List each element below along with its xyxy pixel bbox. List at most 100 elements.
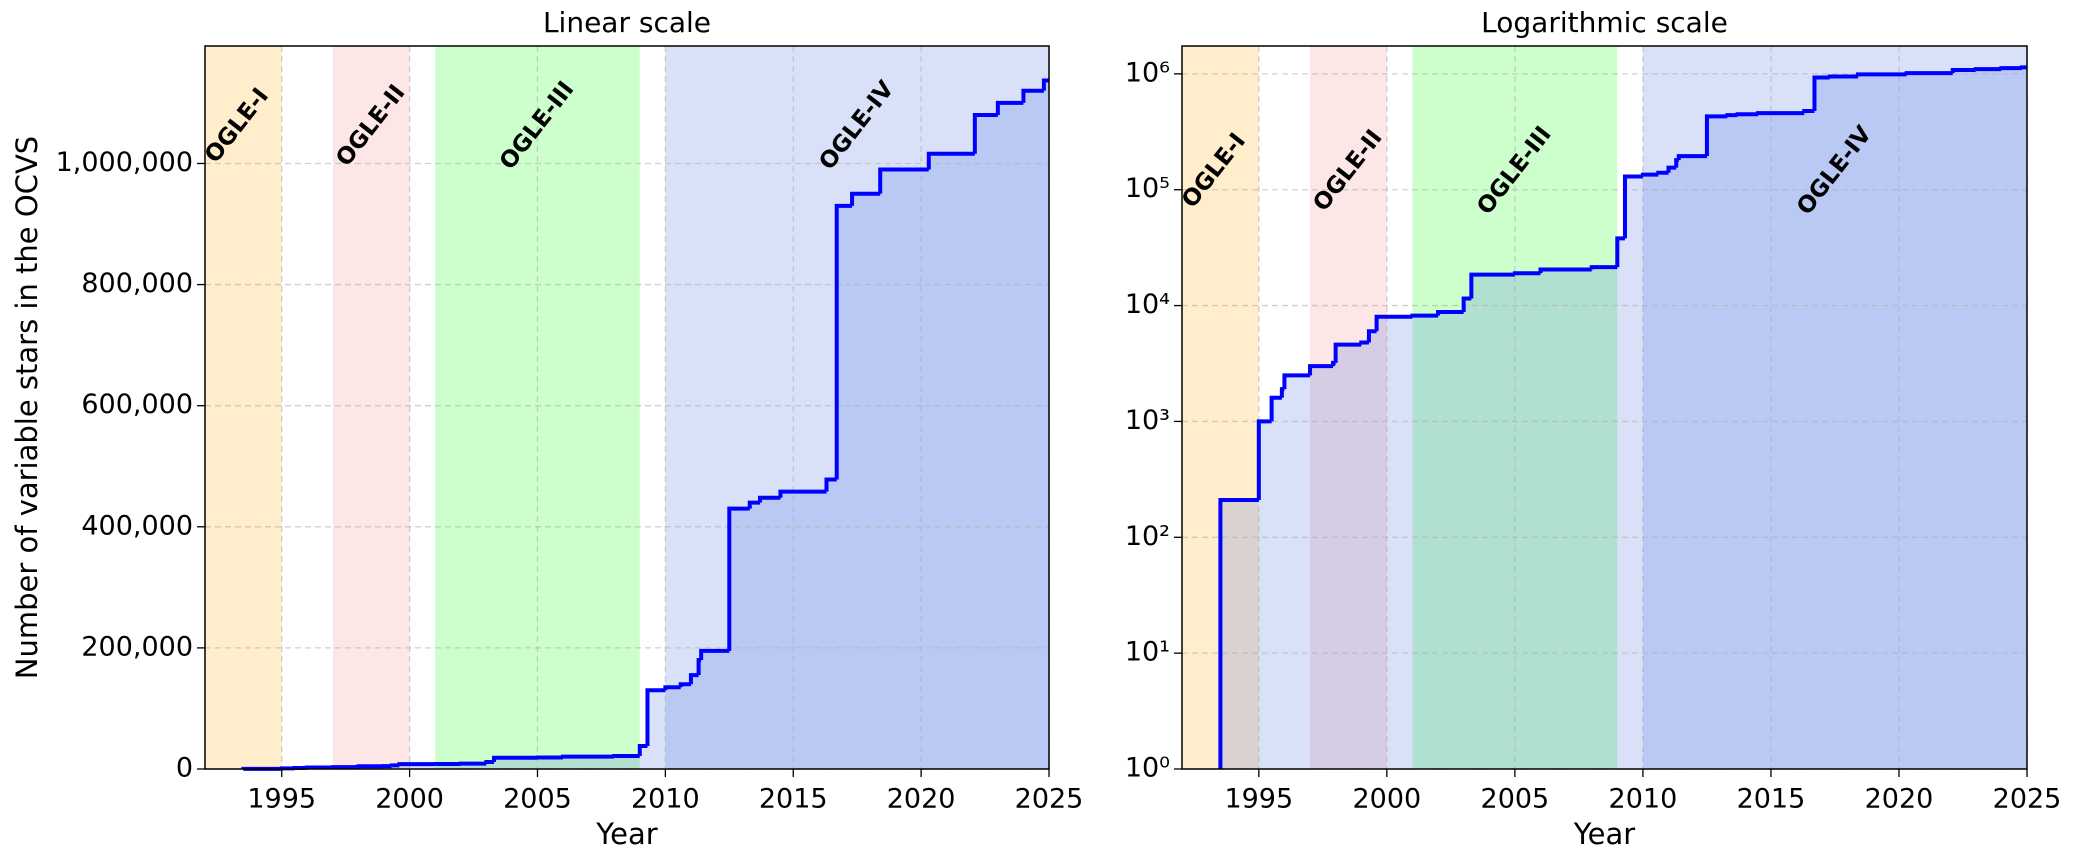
- step-line: [1640, 172, 1659, 177]
- step-line: [1676, 154, 1707, 161]
- y-tick-label: 10¹: [1125, 637, 1170, 668]
- step-line: [1461, 296, 1472, 313]
- y-tick-label: 10⁶: [1125, 57, 1170, 88]
- x-tick-label: 1995: [1224, 784, 1293, 815]
- x-axis-label: Year: [1573, 817, 1635, 851]
- area-fill: [701, 650, 730, 769]
- area-fill: [486, 762, 495, 769]
- step-line: [2019, 65, 2027, 70]
- step-line: [1950, 67, 1976, 74]
- step-line: [663, 685, 681, 691]
- step-line: [397, 762, 436, 767]
- phase-span: [1642, 46, 2027, 769]
- area-fill: [399, 764, 436, 769]
- area-fill: [729, 508, 750, 769]
- area-fill: [1361, 342, 1369, 769]
- step-line: [1308, 364, 1334, 376]
- area-fill: [1281, 389, 1285, 769]
- area-fill: [1617, 238, 1625, 769]
- step-line: [1615, 236, 1625, 268]
- step-line: [1622, 174, 1643, 239]
- x-tick-label: 2015: [759, 784, 828, 815]
- x-tick-label: 2010: [1609, 784, 1678, 815]
- step-line: [1704, 114, 1728, 157]
- step-line: [1656, 170, 1669, 175]
- area-fill: [1220, 499, 1259, 769]
- step-line: [612, 753, 640, 758]
- area-fill: [974, 115, 998, 769]
- step-line: [1538, 267, 1592, 274]
- area-fill: [614, 755, 640, 769]
- area-fill: [639, 745, 648, 769]
- area-fill: [1676, 160, 1679, 769]
- step-line: [850, 191, 881, 206]
- step-line: [778, 489, 827, 498]
- area-fill: [780, 491, 827, 769]
- x-tick-label: 2005: [503, 784, 572, 815]
- plot-frame: [1181, 45, 2028, 770]
- area-fill: [1412, 315, 1439, 769]
- area-fill: [1658, 172, 1669, 769]
- x-tick-label: 2020: [1865, 784, 1934, 815]
- step-line: [1366, 329, 1377, 343]
- area-fill: [928, 153, 975, 769]
- x-tick-label: 2020: [887, 784, 956, 815]
- area-fill: [1591, 267, 1618, 769]
- area-fill: [1438, 312, 1464, 769]
- area-fill: [690, 675, 699, 769]
- area-fill: [1514, 273, 1541, 769]
- step-line: [878, 167, 929, 194]
- step-line: [492, 755, 538, 763]
- step-line: [995, 100, 1024, 116]
- area-fill: [680, 684, 691, 769]
- area-fill: [1727, 115, 1738, 769]
- step-line: [1735, 112, 1759, 117]
- step-line: [389, 763, 400, 768]
- step-line: [1218, 497, 1259, 769]
- step-line: [834, 203, 853, 480]
- step-line: [1410, 313, 1439, 318]
- area-fill: [1258, 421, 1272, 769]
- area-fill: [1642, 174, 1659, 770]
- step-line: [727, 506, 750, 651]
- chart-title: Logarithmic scale: [1481, 6, 1728, 39]
- step-line: [356, 764, 385, 769]
- area-fill: [826, 479, 837, 769]
- area-fill: [435, 764, 461, 769]
- area-fill: [1804, 111, 1815, 770]
- step-line: [1469, 272, 1515, 299]
- area-fill: [749, 502, 760, 769]
- y-tick-label: 800,000: [81, 268, 193, 299]
- area-fill: [1952, 69, 1976, 769]
- chart-title: Linear scale: [543, 6, 711, 39]
- area-fill: [1471, 274, 1515, 769]
- area-fill: [1463, 298, 1472, 769]
- x-tick-label: 2000: [1352, 784, 1421, 815]
- x-tick-label: 2000: [375, 784, 444, 815]
- area-fill: [997, 102, 1024, 769]
- area-fill: [665, 687, 681, 769]
- step-line: [1374, 314, 1413, 332]
- x-tick-label: 2025: [1993, 784, 2062, 815]
- y-tick-label: 10⁵: [1125, 173, 1170, 204]
- y-tick-label: 10³: [1125, 405, 1170, 436]
- x-axis-label: Year: [595, 817, 657, 851]
- step-line: [1725, 113, 1738, 118]
- step-line: [747, 500, 760, 509]
- y-tick-label: 1,000,000: [56, 147, 193, 178]
- step-line: [1589, 265, 1618, 270]
- y-axis-label: Number of variable stars in the OCVS: [10, 136, 44, 679]
- y-tick-label: 400,000: [81, 510, 193, 541]
- area-fill: [1706, 116, 1728, 770]
- area-fill: [494, 757, 538, 769]
- step-line: [688, 673, 699, 685]
- step-line: [561, 754, 615, 759]
- step-line: [645, 688, 666, 746]
- phase-span: [1310, 46, 1387, 769]
- step-line: [1359, 340, 1369, 345]
- x-tick-label: 2015: [1737, 784, 1806, 815]
- area-fill: [852, 193, 881, 769]
- step-line: [484, 760, 495, 765]
